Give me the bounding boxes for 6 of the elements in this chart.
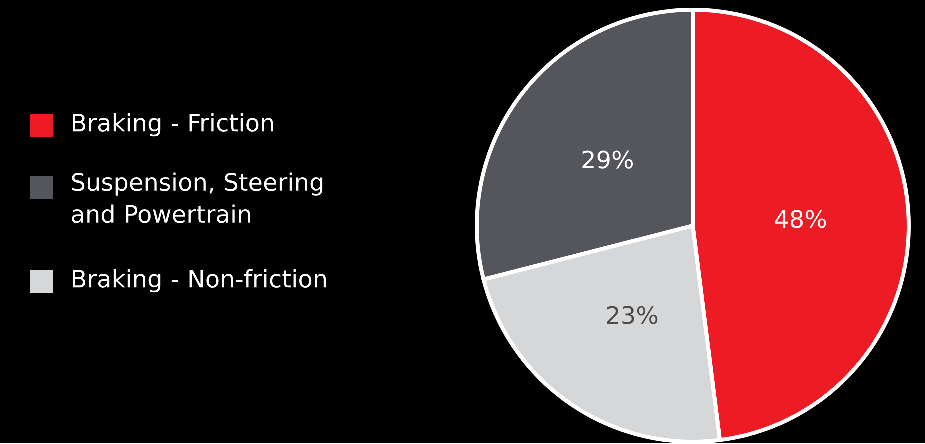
data-label: 23% — [607, 306, 658, 324]
legend-label: Braking - Non-friction — [73, 269, 326, 293]
data-label: 48% — [775, 210, 826, 228]
legend-label: Suspension, Steering and Powertrain — [72, 172, 323, 224]
legend-label: Braking - Friction — [73, 113, 274, 137]
data-label: 29% — [582, 150, 633, 169]
